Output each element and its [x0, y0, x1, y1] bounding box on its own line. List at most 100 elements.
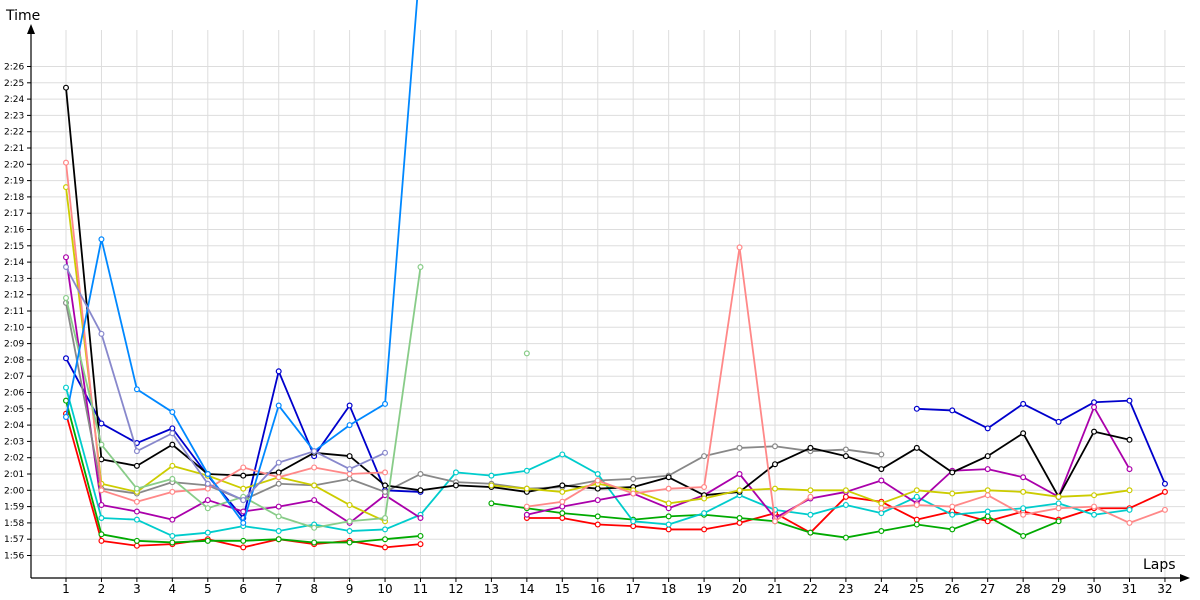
data-point	[346, 453, 353, 460]
y-tick-label: 2:25	[4, 79, 24, 89]
data-point	[275, 469, 282, 476]
y-tick-label: 2:12	[4, 291, 24, 301]
data-point	[984, 508, 991, 515]
data-point	[842, 493, 849, 500]
data-point	[275, 513, 282, 520]
data-point	[311, 524, 318, 531]
data-point	[1126, 436, 1133, 443]
data-point	[1091, 492, 1098, 499]
data-point	[204, 497, 211, 504]
data-point	[204, 480, 211, 487]
data-point	[1126, 506, 1133, 513]
x-tick-label: 5	[204, 582, 212, 596]
y-tick-label: 2:24	[4, 95, 24, 105]
y-tick-label: 2:00	[4, 486, 24, 496]
data-point	[240, 544, 247, 551]
data-point	[878, 505, 885, 512]
series-line	[916, 399, 1166, 485]
data-point	[523, 467, 530, 474]
data-point	[665, 505, 672, 512]
data-point	[842, 534, 849, 541]
x-tick-label: 32	[1157, 582, 1172, 596]
series-12	[62, 263, 389, 504]
data-point	[1020, 430, 1027, 437]
data-point	[1091, 428, 1098, 435]
data-point	[1126, 519, 1133, 526]
data-point	[417, 515, 424, 522]
data-point	[1126, 466, 1133, 473]
x-tick-label: 30	[1086, 582, 1101, 596]
data-point	[169, 462, 176, 469]
data-point	[878, 466, 885, 473]
data-point	[346, 402, 353, 409]
data-point	[204, 485, 211, 492]
series-line	[65, 162, 386, 503]
x-tick-label: 2	[98, 582, 106, 596]
data-point	[488, 500, 495, 507]
x-tick-label: 17	[626, 582, 641, 596]
data-point	[842, 453, 849, 460]
y-tick-label: 2:15	[4, 242, 24, 252]
data-point	[452, 469, 459, 476]
data-point	[1020, 474, 1027, 481]
data-point	[523, 485, 530, 492]
y-tick-label: 2:19	[4, 177, 24, 187]
x-tick-label: 11	[413, 582, 428, 596]
data-point	[311, 464, 318, 471]
data-point	[169, 516, 176, 523]
data-point	[701, 495, 708, 502]
data-point	[240, 508, 247, 515]
data-point	[1091, 511, 1098, 518]
data-point	[913, 516, 920, 523]
data-point	[594, 497, 601, 504]
x-tick-label: 1	[62, 582, 70, 596]
data-point	[346, 501, 353, 508]
data-point	[594, 485, 601, 492]
data-point	[98, 537, 105, 544]
data-point	[984, 492, 991, 499]
data-point	[984, 425, 991, 432]
data-point	[665, 526, 672, 533]
data-point	[275, 474, 282, 481]
data-point	[984, 466, 991, 473]
data-point	[382, 400, 389, 407]
axis-layer: Time Laps	[5, 8, 1190, 582]
data-point	[594, 521, 601, 528]
data-point	[771, 485, 778, 492]
data-point	[169, 532, 176, 539]
data-point	[1020, 488, 1027, 495]
data-point	[98, 330, 105, 337]
data-point	[62, 263, 69, 270]
tick-layer: 1:56 1:57 1:58 1:59 2:00 2:01 2:02 2:03 2:04 2:05…	[4, 63, 1173, 597]
data-point	[275, 459, 282, 466]
data-point	[913, 444, 920, 451]
x-tick-label: 3	[133, 582, 141, 596]
data-point	[346, 475, 353, 482]
data-point	[630, 518, 637, 525]
data-point	[913, 521, 920, 528]
data-point	[665, 500, 672, 507]
data-point	[133, 542, 140, 549]
data-point	[807, 511, 814, 518]
data-point	[984, 453, 991, 460]
y-tick-label: 2:26	[4, 63, 24, 73]
data-point	[984, 487, 991, 494]
data-point	[878, 500, 885, 507]
data-point	[665, 521, 672, 528]
series-11	[62, 0, 419, 526]
data-point	[417, 487, 424, 494]
data-point	[665, 485, 672, 492]
series-line	[65, 187, 386, 523]
data-point	[240, 485, 247, 492]
y-tick-label: 2:16	[4, 226, 24, 236]
data-point	[1126, 397, 1133, 404]
data-point	[1055, 518, 1062, 525]
x-tick-label: 16	[590, 582, 605, 596]
data-point	[417, 532, 424, 539]
y-tick-label: 2:13	[4, 274, 24, 284]
x-tick-label: 22	[803, 582, 818, 596]
data-point	[240, 472, 247, 479]
data-point	[346, 539, 353, 546]
data-point	[98, 515, 105, 522]
data-point	[275, 528, 282, 535]
